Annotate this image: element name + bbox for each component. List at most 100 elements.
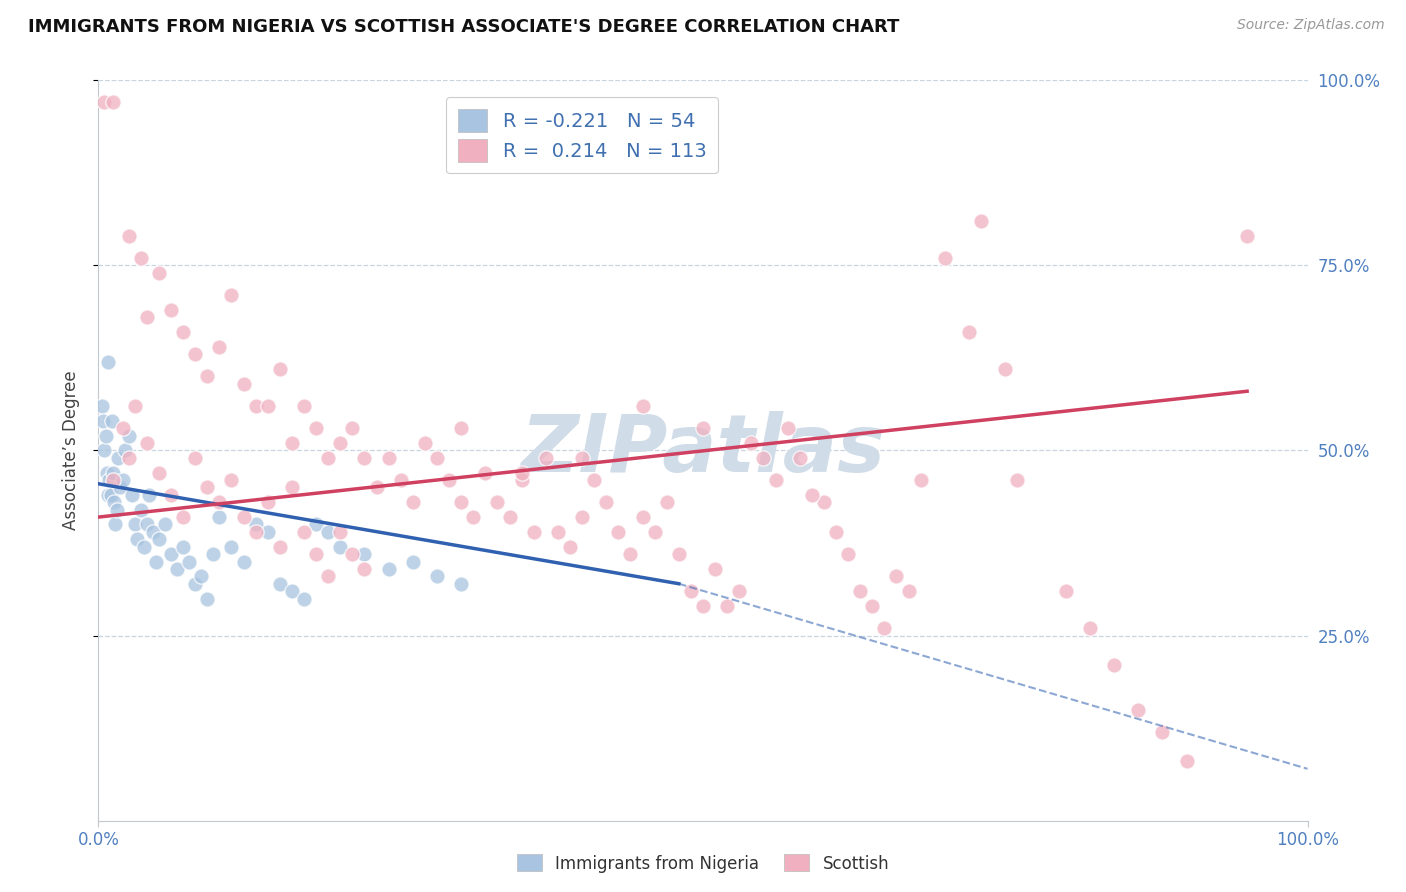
Point [135,436,157,450]
Point [202,547,225,561]
Point [121,488,143,502]
Point [316,569,339,583]
Point [114,443,136,458]
Point [692,599,714,613]
Point [558,540,581,554]
Point [619,547,641,561]
Point [256,524,278,539]
Point [269,576,291,591]
Point [437,473,460,487]
Point [292,399,315,413]
Point [105,502,128,516]
Point [281,480,304,494]
Point [166,562,188,576]
Point [728,584,751,599]
Point [1102,658,1125,673]
Point [97,354,120,368]
Point [1236,228,1258,243]
Point [860,599,883,613]
Point [101,95,124,110]
Point [523,524,546,539]
Point [118,450,141,465]
Point [426,450,449,465]
Point [292,591,315,606]
Point [208,495,231,509]
Point [145,555,167,569]
Point [179,555,201,569]
Point [208,510,231,524]
Point [153,517,176,532]
Point [160,547,183,561]
Point [269,362,291,376]
Point [104,517,127,532]
Point [1007,473,1029,487]
Point [160,302,183,317]
Point [631,399,654,413]
Point [692,421,714,435]
Point [292,524,315,539]
Point [510,473,533,487]
Point [1152,724,1174,739]
Point [124,517,146,532]
Point [994,362,1017,376]
Point [1054,584,1077,599]
Point [463,510,485,524]
Point [329,540,352,554]
Point [1078,621,1101,635]
Point [316,450,339,465]
Point [413,436,436,450]
Point [148,533,170,547]
Point [402,555,425,569]
Point [886,569,908,583]
Point [305,421,328,435]
Point [571,450,593,465]
Point [644,524,666,539]
Point [232,376,254,391]
Point [316,524,339,539]
Point [256,495,278,509]
Point [342,421,364,435]
Point [100,488,122,502]
Point [970,214,993,228]
Point [583,473,606,487]
Point [91,414,114,428]
Point [232,555,254,569]
Point [305,517,328,532]
Point [129,502,152,516]
Point [679,584,702,599]
Point [534,450,557,465]
Point [94,428,117,442]
Point [486,495,509,509]
Point [101,466,124,480]
Point [98,473,121,487]
Point [631,510,654,524]
Point [353,547,375,561]
Point [1175,755,1198,769]
Point [800,488,823,502]
Point [934,251,956,265]
Point [256,399,278,413]
Point [93,443,115,458]
Point [111,421,134,435]
Point [208,340,231,354]
Point [837,547,859,561]
Point [124,399,146,413]
Point [655,495,678,509]
Point [195,369,218,384]
Point [221,288,243,302]
Y-axis label: Associate’s Degree: Associate’s Degree [62,371,80,530]
Point [232,510,254,524]
Point [97,488,120,502]
Point [571,510,593,524]
Point [111,473,134,487]
Point [353,562,375,576]
Point [752,450,775,465]
Point [184,450,207,465]
Point [389,473,412,487]
Point [897,584,920,599]
Point [377,562,399,576]
Point [957,325,980,339]
Point [142,524,165,539]
Point [776,421,799,435]
Point [135,310,157,325]
